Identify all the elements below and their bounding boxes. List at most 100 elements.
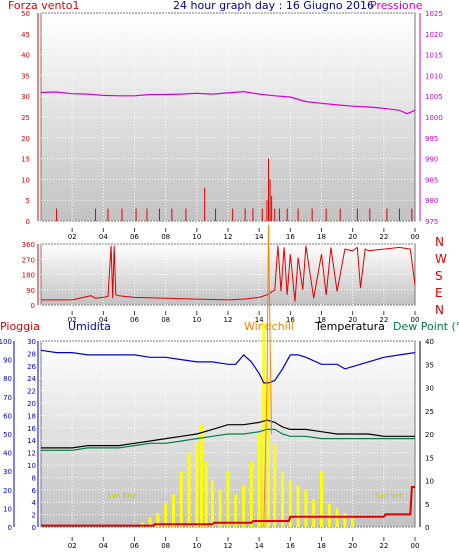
pressure-axis-tick-label: 1005 (425, 93, 443, 101)
wind-axis-tick-label: 20 (21, 135, 30, 143)
pressure-axis-tick-label: 975 (425, 218, 438, 226)
rain-axis-tick-label: 70 (3, 394, 12, 402)
direction-axis-tick-label: 90 (26, 287, 35, 295)
rain-axis-tick-label: 0 (8, 524, 12, 532)
label-temperatura: Temperatura (315, 320, 385, 333)
panel1-xtick-label: 06 (130, 233, 139, 241)
rain-rate-bar (200, 424, 204, 527)
rain-rate-bar (234, 494, 238, 527)
panel3-xtick-label: 22 (379, 542, 388, 550)
rain-rate-bar (195, 443, 199, 527)
wind-axis-tick-label: 10 (21, 176, 30, 184)
humidity-axis-tick-label: 30 (27, 338, 36, 346)
rain-rate-bar (179, 471, 183, 527)
windchill-line (263, 224, 273, 528)
rain-axis-tick-label: 10 (3, 505, 12, 513)
rain-rate-bar (156, 513, 160, 527)
label-dew-point: Dew Point (°C (393, 320, 459, 333)
direction-axis-tick-label: 270 (22, 256, 35, 264)
humidity-axis-tick-label: 16 (27, 425, 36, 433)
wind-axis-tick-label: 40 (21, 52, 30, 60)
pressure-axis-tick-label: 995 (425, 135, 438, 143)
panel1-xtick-label: 04 (99, 233, 108, 241)
wind-axis-tick-label: 15 (21, 156, 30, 164)
rain-rate-bar (262, 322, 266, 527)
rain-rate-bar (320, 471, 323, 527)
wind-axis-tick-label: 35 (21, 72, 30, 80)
panel3-xtick-label: 08 (161, 542, 170, 550)
panel2-xtick-label: 16 (286, 316, 295, 324)
panel2-xtick-label: 00 (411, 316, 420, 324)
humidity-axis-tick-label: 20 (27, 400, 36, 408)
dir-label-n-bottom: N (435, 303, 444, 317)
panel3-xtick-label: 14 (255, 542, 264, 550)
pressure-axis-tick-label: 1015 (425, 52, 443, 60)
temperature-axis-tick-label: 15 (425, 454, 434, 462)
pressure-axis-tick-label: 990 (425, 156, 438, 164)
rain-axis-tick-label: 30 (3, 468, 12, 476)
panel1-xtick-label: 00 (411, 233, 420, 241)
wind-axis-tick-label: 25 (21, 114, 30, 122)
temperature-axis-tick-label: 5 (425, 501, 429, 509)
rain-axis-tick-label: 80 (3, 375, 12, 383)
sun-rise-label: Sun Rise (107, 492, 137, 500)
humidity-line (40, 349, 416, 384)
pressure-axis-tick-label: 1020 (425, 31, 443, 39)
panel2-xtick-label: 04 (99, 316, 108, 324)
panel2-xtick-label: 22 (379, 316, 388, 324)
temperature-line (41, 419, 415, 449)
rain-rate-bar (273, 443, 277, 527)
panel2-xtick-label: 08 (161, 316, 170, 324)
panel1-xtick-label: 20 (348, 233, 357, 241)
humidity-axis-tick-label: 14 (27, 437, 36, 445)
humidity-axis-tick-label: 10 (27, 462, 36, 470)
direction-axis-tick-label: 0 (31, 302, 35, 310)
panel3-xtick-label: 12 (224, 542, 233, 550)
humidity-axis-tick-label: 2 (32, 512, 36, 520)
rain-rate-bar (226, 471, 230, 527)
temperature-axis-tick-label: 25 (425, 408, 434, 416)
panel1-xtick-label: 12 (224, 233, 233, 241)
wind-axis-tick-label: 0 (26, 218, 30, 226)
rain-rate-bar (327, 503, 331, 527)
panel3-xtick-label: 06 (130, 542, 139, 550)
panel2-xtick-label: 10 (192, 316, 201, 324)
panel3-xtick-label: 10 (192, 542, 201, 550)
temperature-axis-tick-label: 20 (425, 431, 434, 439)
panel1-xtick-label: 22 (379, 233, 388, 241)
rain-axis-tick-label: 50 (3, 431, 12, 439)
wind-axis-tick-label: 45 (21, 31, 30, 39)
panel2-xtick-label: 18 (317, 316, 326, 324)
dir-label-s: S (435, 269, 443, 283)
rain-rate-bar (281, 471, 285, 527)
temperature-axis-tick-label: 40 (425, 338, 434, 346)
panel3-xtick-label: 20 (348, 542, 357, 550)
dir-label-w: W (435, 252, 447, 266)
rain-axis-tick-label: 40 (3, 450, 12, 458)
label-umidita: Umidita (68, 320, 111, 333)
panel2-xtick-label: 02 (68, 316, 77, 324)
pressure-line (40, 90, 416, 115)
wind-axis-tick-label: 50 (21, 10, 30, 18)
panel2-xtick-label: 12 (224, 316, 233, 324)
wind-direction-line (41, 245, 416, 302)
rain-total-line (41, 486, 415, 527)
humidity-axis-tick-label: 8 (32, 474, 36, 482)
panel2-xtick-label: 06 (130, 316, 139, 324)
panel1-xtick-label: 10 (192, 233, 201, 241)
humidity-axis-tick-label: 18 (27, 412, 36, 420)
rain-rate-bar (304, 489, 308, 527)
rain-axis-tick-label: 100 (0, 338, 12, 346)
rain-rate-bar (351, 517, 355, 527)
label-windchill: Windchill (244, 320, 294, 333)
chart-title: 24 hour graph day : 16 Giugno 2016 (173, 0, 375, 12)
pressure-axis-tick-label: 985 (425, 176, 438, 184)
dir-label-n-top: N (435, 235, 444, 249)
panel3-xtick-label: 16 (286, 542, 295, 550)
dewpoint-line (41, 428, 415, 451)
rain-rate-bar (249, 461, 253, 527)
humidity-axis-tick-label: 6 (32, 487, 37, 495)
rain-rate-bar (187, 452, 191, 527)
rain-axis-tick-label: 20 (3, 487, 12, 495)
temperature-axis-tick-label: 30 (425, 385, 434, 393)
